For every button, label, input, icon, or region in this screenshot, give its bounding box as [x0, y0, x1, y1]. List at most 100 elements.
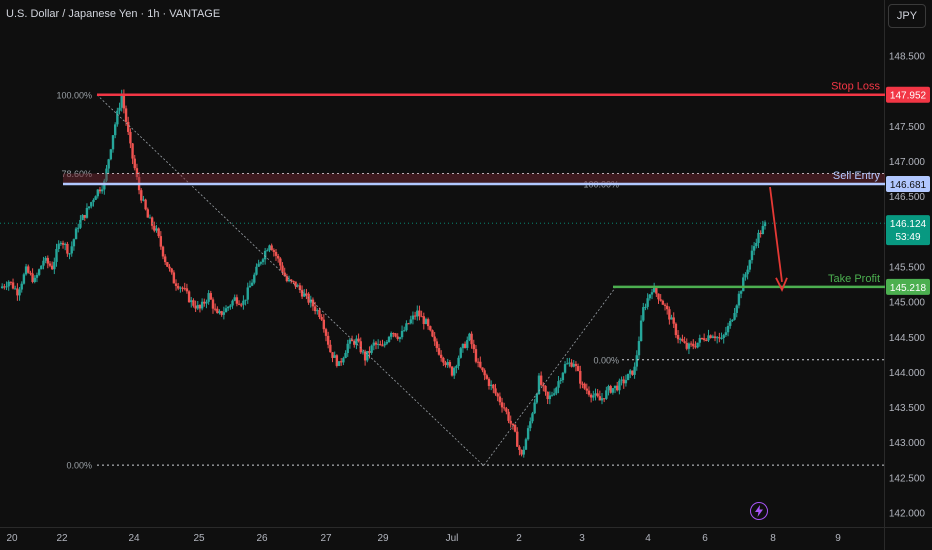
- candle-body: [240, 304, 243, 306]
- candle-body: [600, 398, 604, 401]
- candle-body: [368, 351, 371, 353]
- candle-body: [129, 131, 132, 144]
- candle-body: [420, 316, 423, 318]
- candle-body: [209, 293, 213, 300]
- candle-body: [283, 272, 286, 277]
- candle-body: [22, 274, 26, 284]
- candle-body: [353, 341, 356, 345]
- candle-body: [398, 337, 402, 339]
- price-tag-label: 147.952: [890, 91, 927, 102]
- candle-body: [394, 333, 397, 337]
- candle-body: [229, 305, 232, 307]
- candle-body: [14, 288, 17, 290]
- candle-body: [737, 293, 741, 306]
- candle-body: [633, 366, 636, 375]
- candle-body: [305, 293, 308, 295]
- candle-body: [96, 189, 99, 197]
- y-tick-label: 145.000: [889, 298, 926, 309]
- candle-body: [33, 277, 36, 282]
- candle-body: [250, 282, 254, 286]
- candle-body: [63, 243, 67, 245]
- candle-body: [153, 225, 156, 231]
- candle-body: [657, 293, 660, 300]
- candle-body: [224, 308, 228, 313]
- candle-body: [602, 398, 606, 400]
- candle-body: [31, 273, 34, 282]
- candle-body: [585, 388, 588, 391]
- projection-arrow-shaft[interactable]: [769, 186, 783, 282]
- candle-body: [68, 253, 71, 255]
- fib-extension-label: 0.00%: [593, 355, 619, 365]
- candle-body: [429, 326, 432, 331]
- candle-body: [231, 300, 234, 306]
- candle-body: [131, 143, 134, 159]
- candle-body: [500, 402, 504, 408]
- candle-body: [100, 189, 104, 192]
- candle-body: [198, 304, 202, 309]
- candle-body: [742, 277, 745, 292]
- x-tick-label: 24: [128, 533, 140, 544]
- candle-body: [70, 246, 73, 254]
- fib-extension-trendline[interactable]: [483, 287, 616, 466]
- candle-body: [561, 372, 565, 381]
- candle-body: [316, 310, 319, 312]
- candle-body: [566, 363, 569, 365]
- candle-body: [450, 366, 454, 376]
- candle-body: [118, 107, 121, 111]
- candle-body: [424, 319, 428, 324]
- fib-retracement-trendline[interactable]: [96, 94, 484, 466]
- lightning-bolt-icon[interactable]: [750, 502, 768, 520]
- x-tick-label: 9: [835, 533, 841, 544]
- candle-body: [642, 307, 645, 321]
- candle-body: [329, 344, 332, 353]
- candle-body: [172, 272, 176, 284]
- price-axis[interactable]: [885, 0, 932, 550]
- candle-body: [646, 298, 649, 307]
- candle-body: [396, 336, 399, 339]
- candle-body: [237, 303, 241, 305]
- symbol-title: U.S. Dollar / Japanese Yen · 1h · VANTAG…: [6, 8, 221, 20]
- candle-countdown-label: 53:49: [895, 232, 920, 243]
- candle-body: [466, 340, 469, 348]
- candle-body: [148, 217, 152, 219]
- candle-body: [729, 320, 732, 326]
- candle-body: [389, 333, 393, 337]
- candle-body: [44, 257, 47, 261]
- candle-body: [537, 375, 541, 394]
- candle-body: [379, 343, 382, 346]
- candle-body: [257, 263, 260, 267]
- candle-body: [498, 396, 502, 403]
- candle-body: [9, 281, 13, 283]
- candle-body: [626, 373, 630, 381]
- x-tick-label: 27: [320, 533, 332, 544]
- x-tick-label: 3: [579, 533, 585, 544]
- candle-body: [494, 388, 497, 394]
- candle-body: [161, 246, 165, 257]
- candle-body: [109, 149, 113, 160]
- candle-body: [437, 348, 441, 355]
- candle-body: [605, 390, 608, 399]
- candle-body: [298, 285, 302, 290]
- currency-button[interactable]: JPY: [888, 4, 926, 28]
- x-tick-label: 4: [645, 533, 651, 544]
- candle-body: [105, 168, 108, 181]
- candle-body: [544, 385, 547, 392]
- candle-body: [670, 317, 673, 320]
- trade-level-label: Sell Entry: [833, 170, 881, 182]
- candle-body: [346, 343, 349, 354]
- candle-body: [337, 361, 341, 366]
- candle-body: [483, 370, 486, 376]
- candle-body: [726, 325, 730, 333]
- candle-body: [281, 265, 284, 273]
- candle-body: [150, 217, 154, 226]
- candle-body: [344, 353, 347, 359]
- candle-body: [259, 262, 262, 264]
- candle-body: [548, 395, 552, 400]
- candle-body: [661, 300, 665, 305]
- candle-body: [355, 338, 358, 345]
- candle-body: [170, 268, 173, 273]
- candle-body: [20, 283, 23, 290]
- candle-body: [111, 135, 115, 150]
- candle-body: [698, 338, 702, 343]
